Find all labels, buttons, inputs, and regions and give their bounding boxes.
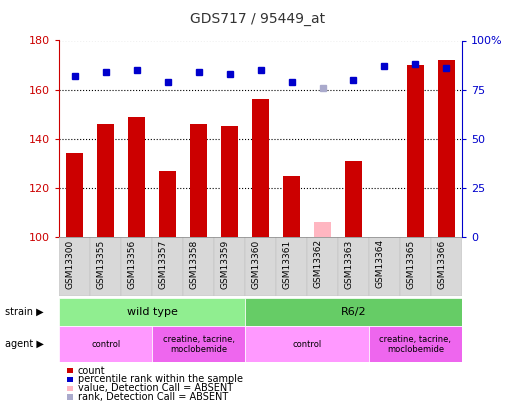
Bar	[338, 237, 369, 296]
Bar	[59, 298, 245, 326]
Text: agent ▶: agent ▶	[5, 339, 44, 349]
Bar	[245, 326, 369, 362]
Text: GSM13358: GSM13358	[190, 239, 199, 288]
Bar	[283, 175, 300, 237]
Text: value, Detection Call = ABSENT: value, Detection Call = ABSENT	[78, 384, 233, 393]
Bar	[97, 124, 115, 237]
Text: wild type: wild type	[127, 307, 178, 317]
Text: GSM13361: GSM13361	[283, 239, 292, 288]
Text: GSM13360: GSM13360	[252, 239, 261, 288]
Text: GSM13359: GSM13359	[221, 239, 230, 288]
Bar	[400, 237, 431, 296]
Text: R6/2: R6/2	[341, 307, 366, 317]
Text: GSM13362: GSM13362	[314, 239, 322, 288]
Text: GSM13364: GSM13364	[376, 239, 384, 288]
Bar	[128, 117, 146, 237]
Bar	[407, 65, 424, 237]
Bar	[159, 171, 176, 237]
Bar	[221, 126, 238, 237]
Text: percentile rank within the sample: percentile rank within the sample	[78, 375, 243, 384]
Bar	[152, 326, 245, 362]
Bar	[59, 326, 152, 362]
Bar	[345, 161, 362, 237]
Bar	[183, 237, 214, 296]
Bar	[190, 124, 207, 237]
Text: GSM13357: GSM13357	[159, 239, 168, 288]
Text: control: control	[91, 340, 120, 349]
Text: strain ▶: strain ▶	[5, 307, 44, 317]
Bar	[276, 237, 307, 296]
Text: count: count	[78, 366, 105, 375]
Text: creatine, tacrine,
moclobemide: creatine, tacrine, moclobemide	[379, 335, 452, 354]
Bar	[214, 237, 245, 296]
Bar	[438, 60, 455, 237]
Text: GSM13363: GSM13363	[345, 239, 353, 288]
Bar	[252, 100, 269, 237]
Text: GSM13300: GSM13300	[66, 239, 75, 288]
Text: GSM13356: GSM13356	[128, 239, 137, 288]
Bar	[369, 326, 462, 362]
Bar	[245, 237, 276, 296]
Text: rank, Detection Call = ABSENT: rank, Detection Call = ABSENT	[78, 392, 228, 402]
Text: GSM13365: GSM13365	[407, 239, 415, 288]
Bar	[90, 237, 121, 296]
Bar	[369, 237, 400, 296]
Text: GDS717 / 95449_at: GDS717 / 95449_at	[190, 12, 326, 26]
Text: GSM13355: GSM13355	[97, 239, 106, 288]
Text: control: control	[293, 340, 321, 349]
Bar	[67, 153, 84, 237]
Bar	[121, 237, 152, 296]
Bar	[314, 222, 331, 237]
Bar	[59, 237, 90, 296]
Text: creatine, tacrine,
moclobemide: creatine, tacrine, moclobemide	[163, 335, 235, 354]
Bar	[245, 298, 462, 326]
Text: GSM13366: GSM13366	[438, 239, 446, 288]
Bar	[152, 237, 183, 296]
Bar	[307, 237, 338, 296]
Bar	[431, 237, 462, 296]
